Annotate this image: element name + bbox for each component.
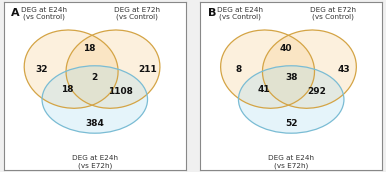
Ellipse shape	[42, 66, 147, 133]
Text: B: B	[208, 8, 216, 18]
Text: DEG at E24h
(vs Control): DEG at E24h (vs Control)	[217, 7, 263, 20]
Ellipse shape	[262, 30, 356, 108]
Text: 18: 18	[83, 44, 96, 53]
Ellipse shape	[24, 30, 118, 108]
Text: 32: 32	[36, 65, 48, 74]
Text: 1108: 1108	[108, 87, 133, 96]
Text: 41: 41	[257, 85, 270, 94]
Text: 2: 2	[91, 73, 98, 82]
Text: 8: 8	[235, 65, 242, 74]
Ellipse shape	[66, 30, 160, 108]
Text: 292: 292	[307, 87, 326, 96]
Text: 38: 38	[285, 73, 298, 82]
Text: DEG at E72h
(vs Control): DEG at E72h (vs Control)	[310, 7, 356, 20]
Text: 40: 40	[279, 44, 292, 53]
Ellipse shape	[221, 30, 315, 108]
Text: 18: 18	[61, 85, 74, 94]
Ellipse shape	[239, 66, 344, 133]
Text: A: A	[11, 8, 20, 18]
Text: DEG at E24h
(vs E72h): DEG at E24h (vs E72h)	[72, 155, 118, 169]
Text: 43: 43	[338, 65, 350, 74]
Text: 52: 52	[285, 119, 298, 128]
Text: DEG at E72h
(vs Control): DEG at E72h (vs Control)	[113, 7, 160, 20]
Text: 384: 384	[85, 119, 104, 128]
Text: DEG at E24h
(vs Control): DEG at E24h (vs Control)	[21, 7, 67, 20]
Text: 211: 211	[138, 65, 157, 74]
Text: DEG at E24h
(vs E72h): DEG at E24h (vs E72h)	[268, 155, 314, 169]
